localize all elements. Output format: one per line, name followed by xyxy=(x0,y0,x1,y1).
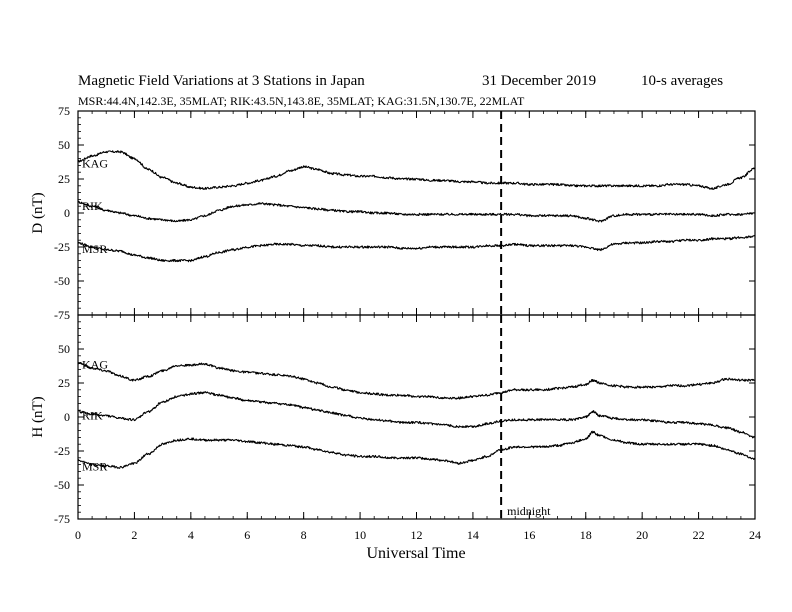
y-tick-label: -50 xyxy=(54,478,70,492)
d-component-panel: -75 -50 -25 0 25 50 75 D (nT) KAG RIK MSR xyxy=(30,104,756,322)
series-line-msr xyxy=(77,234,756,263)
x-tick-label: 20 xyxy=(636,528,648,542)
x-tick-label: 10 xyxy=(354,528,366,542)
series-label-rik: RIK xyxy=(82,199,103,213)
series-label-msr: MSR xyxy=(82,460,107,474)
y-tick-label: -25 xyxy=(54,240,70,254)
x-tick-label: 18 xyxy=(580,528,592,542)
y-tick-label: 75 xyxy=(58,104,70,118)
y-tick-label: -25 xyxy=(54,444,70,458)
series-label-msr: MSR xyxy=(82,242,107,256)
y-tick-label: 50 xyxy=(58,138,70,152)
x-tick-label: 2 xyxy=(131,528,137,542)
y-tick-label: 0 xyxy=(64,410,70,424)
midnight-label: midnight xyxy=(507,504,551,518)
y-tick-label: 25 xyxy=(58,172,70,186)
series-label-kag: KAG xyxy=(82,156,108,170)
y-tick-label: -75 xyxy=(54,512,70,526)
y-axis-label: H (nT) xyxy=(30,396,46,437)
x-tick-label: 14 xyxy=(467,528,479,542)
x-tick-label: 6 xyxy=(244,528,250,542)
y-axis-label: D (nT) xyxy=(30,192,46,233)
x-tick-label: 4 xyxy=(188,528,194,542)
series-label-rik: RIK xyxy=(82,409,103,423)
y-tick-label: 25 xyxy=(58,376,70,390)
station-coordinates: MSR:44.4N,142.3E, 35MLAT; RIK:43.5N,143.… xyxy=(78,94,525,108)
y-tick-label: -50 xyxy=(54,274,70,288)
y-tick-label: 0 xyxy=(64,206,70,220)
series-label-kag: KAG xyxy=(82,358,108,372)
series-line-kag xyxy=(77,361,756,400)
y-tick-label: -75 xyxy=(54,308,70,322)
plot-frame xyxy=(77,314,756,520)
averaging-note: 10-s averages xyxy=(641,73,724,89)
series-line-kag xyxy=(77,150,756,190)
plot-frame xyxy=(77,110,756,316)
chart-title: Magnetic Field Variations at 3 Stations … xyxy=(78,73,365,89)
series-line-rik xyxy=(77,200,755,223)
x-tick-label: 24 xyxy=(749,528,761,542)
x-tick-label: 16 xyxy=(523,528,535,542)
y-tick-label: 50 xyxy=(58,342,70,356)
x-tick-label: 8 xyxy=(301,528,307,542)
chart-date: 31 December 2019 xyxy=(482,73,597,89)
x-tick-label: 0 xyxy=(75,528,81,542)
x-tick-label: 22 xyxy=(693,528,705,542)
x-tick-label: 12 xyxy=(411,528,423,542)
series-line-msr xyxy=(77,430,756,469)
x-axis-label: Universal Time xyxy=(366,545,465,562)
series-line-rik xyxy=(77,391,756,439)
